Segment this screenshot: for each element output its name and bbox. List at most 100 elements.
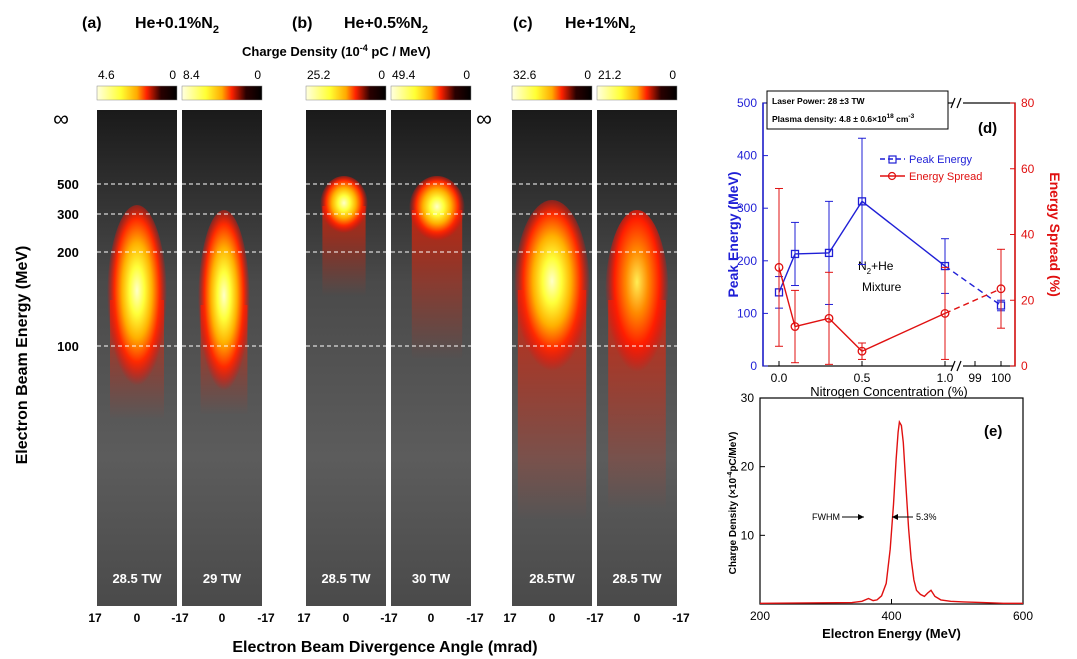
e-y-tick-label-10: 10 xyxy=(741,528,755,542)
laser-power-label-2: 29 TW xyxy=(203,571,242,586)
axis-break-mark-bottom-1 xyxy=(956,360,962,372)
series-0-segment-2 xyxy=(828,200,863,254)
laser-power-label-3: 28.5 TW xyxy=(321,571,371,586)
angle-tick-2-a: 17 xyxy=(503,611,517,625)
axis-break-mark-bottom-0 xyxy=(950,360,956,372)
spectra-strips: 4.6 0 28.5 TW 8.4 0 29 TW 25.2 0 28.5 TW 49.4 0 30 … xyxy=(88,68,690,625)
e-y-tick-label-30: 30 xyxy=(741,391,755,405)
angle-tick-0-b: 0 xyxy=(134,611,141,625)
series-1-segment-0 xyxy=(778,267,796,327)
panel-c-label: (c) xyxy=(513,15,533,32)
e-x-tick-label-200: 200 xyxy=(750,609,770,623)
series-0-segment-1 xyxy=(794,252,830,255)
x-tick-label-1.0: 1.0 xyxy=(937,371,954,385)
fwhm-width-label: 5.3% xyxy=(916,512,937,522)
fwhm-arrowhead-left xyxy=(858,514,864,520)
legend-d: Peak Energy Energy Spread xyxy=(880,154,982,183)
spectrum-curve xyxy=(759,419,1023,604)
energy-tick-labels: 500 300 200 100 xyxy=(57,177,79,354)
peak-energy-point-3 xyxy=(857,197,867,206)
beam-signal-4 xyxy=(409,176,465,244)
series-0-segment-4 xyxy=(944,265,1002,307)
infinity-left: ∞ xyxy=(53,106,69,131)
left-tick-label-200: 200 xyxy=(737,254,757,268)
e-x-axis-label: Electron Energy (MeV) xyxy=(822,626,961,641)
angle-tick-2-c: -17 xyxy=(586,611,604,625)
peak-energy-point-1 xyxy=(790,249,800,259)
right-tick-label-20: 20 xyxy=(1021,293,1035,307)
x-tick-label-100: 100 xyxy=(991,371,1011,385)
colorbar-strip-1 xyxy=(96,85,178,101)
mixture-annotation: N2+He xyxy=(858,259,894,276)
angle-tick-2-e: -17 xyxy=(672,611,690,625)
axis-break-mark-top-1 xyxy=(956,97,962,109)
energy-tick-100: 100 xyxy=(57,339,79,354)
right-tick-label-40: 40 xyxy=(1021,228,1035,242)
colorbar-min-4: 0 xyxy=(463,68,470,82)
legend-peak-energy-marker xyxy=(888,155,897,164)
colorbar-max-1: 4.6 xyxy=(98,68,115,82)
beam-signal-5 xyxy=(514,200,590,380)
left-tick-label-0: 0 xyxy=(750,359,757,373)
fwhm-arrowhead-right xyxy=(892,514,898,520)
spectrum-strip-6: 21.2 0 28.5 TW xyxy=(596,68,678,606)
angle-tick-0-e: -17 xyxy=(257,611,275,625)
panel-c-gas: He+1%N2 xyxy=(565,15,636,36)
plot-frame-d xyxy=(762,102,1016,367)
beam-signal-3 xyxy=(320,176,368,236)
y-axis-label-left: Peak Energy (MeV) xyxy=(725,171,741,297)
spectrum-strip-2: 8.4 0 29 TW xyxy=(181,68,263,606)
energy-tick-200: 200 xyxy=(57,245,79,260)
colorbar-max-5: 32.6 xyxy=(513,68,537,82)
x-axis-label-d: Nitrogen Concentration (%) xyxy=(810,384,968,399)
spectrum-strip-4: 49.4 0 30 TW xyxy=(390,68,472,606)
info-plasma-density: Plasma density: 4.8 ± 0.6×1018 cm-3 xyxy=(772,113,915,124)
panel-a-gas: He+0.1%N2 xyxy=(135,15,219,36)
axis-break-top-gap xyxy=(953,99,963,107)
colorbar-min-1: 0 xyxy=(169,68,176,82)
energy-spread-point-4 xyxy=(940,308,950,318)
panel-b-label: (b) xyxy=(292,15,312,32)
legend-energy-spread-label: Energy Spread xyxy=(909,171,982,183)
mixture-annotation-line2: Mixture xyxy=(862,280,902,294)
info-box xyxy=(766,90,949,130)
colorbar-title: Charge Density (10-4 pC / MeV) xyxy=(242,43,431,59)
beam-signal-1 xyxy=(107,205,167,395)
e-x-tick-label-600: 600 xyxy=(1013,609,1033,623)
legend-energy-spread-marker xyxy=(887,171,897,181)
peak-energy-point-2 xyxy=(824,248,834,258)
colorbar-min-5: 0 xyxy=(584,68,591,82)
panel-a-label: (a) xyxy=(82,15,102,32)
right-tick-label-80: 80 xyxy=(1021,96,1035,110)
info-laser-power: Laser Power: 28 ±3 TW xyxy=(772,96,866,106)
energy-spread-point-2 xyxy=(824,313,834,323)
angle-tick-1-b: 0 xyxy=(343,611,350,625)
legend-peak-energy-label: Peak Energy xyxy=(909,154,972,166)
laser-power-label-5: 28.5TW xyxy=(529,571,575,586)
chart-peak-energy-vs-nitrogen: 0 100 200 300 400 500 0 20 40 60 80 0.0 0.5 1.0 99 100 N… xyxy=(725,90,1063,399)
spectra-xlabel: Electron Beam Divergence Angle (mrad) xyxy=(232,639,537,656)
left-tick-label-300: 300 xyxy=(737,201,757,215)
x-tick-label-0.0: 0.0 xyxy=(771,371,788,385)
series-0-segment-0 xyxy=(778,253,796,293)
spectrum-strip-5: 32.6 0 28.5TW xyxy=(511,68,593,606)
laser-power-label-4: 30 TW xyxy=(412,571,451,586)
angle-tick-1-e: -17 xyxy=(466,611,484,625)
energy-tick-500: 500 xyxy=(57,177,79,192)
colorbar-strip-3 xyxy=(305,85,387,101)
right-tick-label-60: 60 xyxy=(1021,162,1035,176)
spectrum-strip-1: 4.6 0 28.5 TW xyxy=(96,68,178,606)
angle-tick-1-a: 17 xyxy=(297,611,311,625)
energy-spread-point-1 xyxy=(790,322,800,331)
colorbar-max-4: 49.4 xyxy=(392,68,416,82)
colorbar-strip-6 xyxy=(596,85,678,101)
colorbar-min-6: 0 xyxy=(669,68,676,82)
left-tick-label-100: 100 xyxy=(737,306,757,320)
colorbar-strip-2 xyxy=(181,85,263,101)
angle-tick-2-d: 0 xyxy=(634,611,641,625)
axis-break-bottom-gap xyxy=(953,362,963,370)
e-x-tick-label-400: 400 xyxy=(881,609,901,623)
e-y-axis-label: Charge Density (×10-4pC/MeV) xyxy=(727,432,739,575)
panel-label-e: (e) xyxy=(984,423,1002,440)
